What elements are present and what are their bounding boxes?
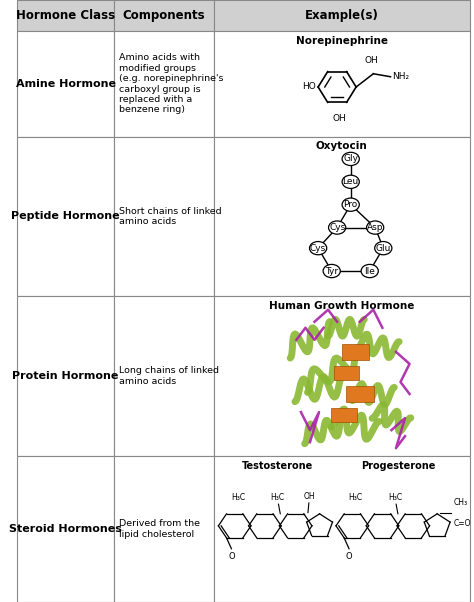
Text: OH: OH xyxy=(333,114,346,123)
Ellipse shape xyxy=(374,241,392,255)
Text: Long chains of linked
amino acids: Long chains of linked amino acids xyxy=(119,366,219,386)
Text: O: O xyxy=(228,553,235,561)
Text: HO: HO xyxy=(302,82,316,92)
Ellipse shape xyxy=(342,152,359,166)
Text: Peptide Hormone: Peptide Hormone xyxy=(11,211,120,222)
Text: Norepinephrine: Norepinephrine xyxy=(296,36,388,46)
Text: H₃C: H₃C xyxy=(348,493,363,502)
Ellipse shape xyxy=(366,221,384,234)
Text: Testosterone: Testosterone xyxy=(242,461,313,471)
Text: Gly: Gly xyxy=(343,155,358,163)
Text: Protein Hormone: Protein Hormone xyxy=(12,371,119,381)
Text: OH: OH xyxy=(304,492,316,501)
Bar xyxy=(214,137,470,296)
Bar xyxy=(17,296,114,456)
Bar xyxy=(346,386,374,402)
Text: NH₂: NH₂ xyxy=(392,72,410,81)
Bar xyxy=(17,0,114,31)
Ellipse shape xyxy=(342,175,359,188)
Bar xyxy=(214,31,470,137)
Text: H₃C: H₃C xyxy=(231,493,245,502)
Text: Oxytocin: Oxytocin xyxy=(316,141,367,152)
Ellipse shape xyxy=(323,264,340,278)
Text: Leu: Leu xyxy=(343,178,359,186)
Text: H₃C: H₃C xyxy=(271,493,285,502)
Text: Cys: Cys xyxy=(310,244,326,253)
Text: Short chains of linked
amino acids: Short chains of linked amino acids xyxy=(119,206,221,226)
Text: Derived from the
lipid cholesterol: Derived from the lipid cholesterol xyxy=(119,519,200,539)
Bar xyxy=(214,456,470,602)
Bar xyxy=(114,296,214,456)
Text: O: O xyxy=(346,553,352,561)
Text: Progesterone: Progesterone xyxy=(361,461,435,471)
Text: CH₃: CH₃ xyxy=(454,498,468,507)
Bar xyxy=(17,31,114,137)
Text: Amine Hormone: Amine Hormone xyxy=(16,79,116,89)
Text: Hormone Class: Hormone Class xyxy=(16,9,115,22)
Text: Example(s): Example(s) xyxy=(305,9,379,22)
Text: Steroid Hormones: Steroid Hormones xyxy=(9,524,122,534)
Bar xyxy=(114,0,214,31)
Ellipse shape xyxy=(361,264,378,278)
Text: C=O: C=O xyxy=(454,519,471,527)
Ellipse shape xyxy=(342,198,359,211)
Text: Ile: Ile xyxy=(365,267,375,276)
Text: Tyr: Tyr xyxy=(325,267,338,276)
Text: Components: Components xyxy=(123,9,205,22)
Ellipse shape xyxy=(310,241,327,255)
Bar xyxy=(342,344,369,360)
Text: Cys: Cys xyxy=(329,223,345,232)
Text: Amino acids with
modified groups
(e.g. norepinephrine's
carboxyl group is
replac: Amino acids with modified groups (e.g. n… xyxy=(119,54,223,114)
Bar xyxy=(114,456,214,602)
Bar xyxy=(214,296,470,456)
Text: Asp: Asp xyxy=(367,223,383,232)
Bar xyxy=(17,456,114,602)
Bar xyxy=(214,0,470,31)
Bar xyxy=(331,408,357,423)
Ellipse shape xyxy=(328,221,346,234)
Text: OH: OH xyxy=(364,56,378,65)
Text: Glu: Glu xyxy=(375,244,391,253)
Text: Pro: Pro xyxy=(344,200,358,209)
Bar xyxy=(114,31,214,137)
Bar xyxy=(334,366,359,380)
Bar xyxy=(114,137,214,296)
Text: H₃C: H₃C xyxy=(388,493,402,502)
Bar xyxy=(17,137,114,296)
Text: Human Growth Hormone: Human Growth Hormone xyxy=(269,301,414,311)
